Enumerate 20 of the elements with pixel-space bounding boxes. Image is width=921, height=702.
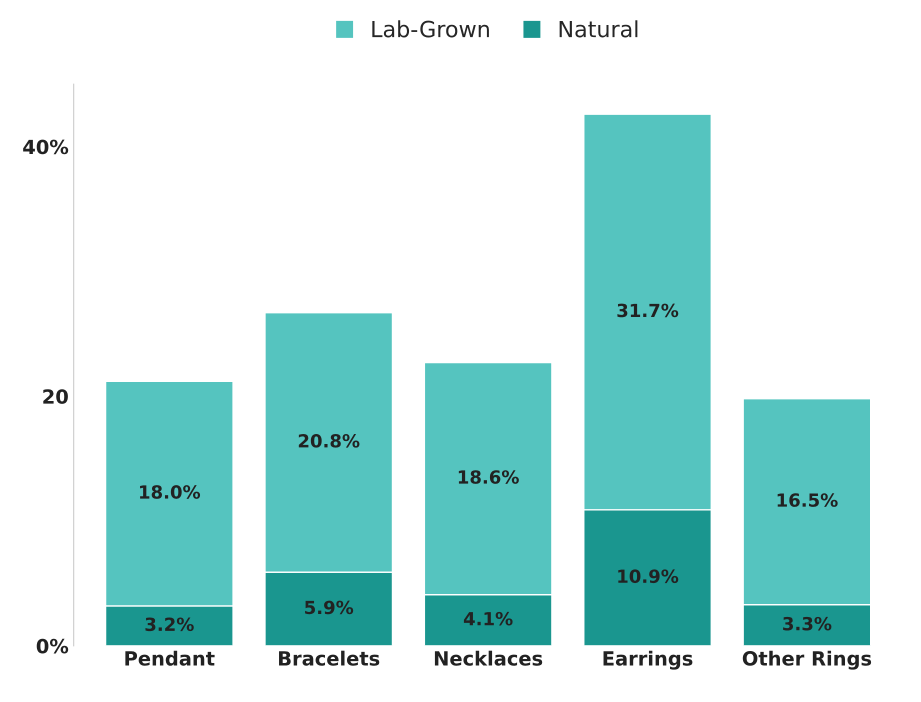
x-tick-label: Bracelets <box>279 650 380 666</box>
data-label: 4.1% <box>464 612 513 626</box>
data-label: 10.9% <box>618 569 678 584</box>
data-label: 18.0% <box>140 485 200 499</box>
data-label: 3.3% <box>783 616 832 630</box>
x-tick-label: Necklaces <box>434 650 542 666</box>
x-tick-label: Pendant <box>125 650 215 666</box>
data-label: 3.2% <box>145 617 194 632</box>
data-label: 18.6% <box>458 470 519 484</box>
y-tick-label: 20 <box>43 389 68 404</box>
data-label: 5.9% <box>305 600 354 614</box>
x-tick-label: Other Rings <box>742 650 872 670</box>
data-label: 31.7% <box>617 304 678 318</box>
data-label: 20.8% <box>298 434 360 448</box>
legend-label: Lab-Grown <box>372 20 489 38</box>
legend-label: Natural <box>560 20 638 38</box>
x-tick-label: Earrings <box>604 650 692 670</box>
data-label: 16.5% <box>778 493 838 507</box>
y-tick-label: 0% <box>36 638 68 654</box>
y-tick-label: 40% <box>23 140 68 154</box>
